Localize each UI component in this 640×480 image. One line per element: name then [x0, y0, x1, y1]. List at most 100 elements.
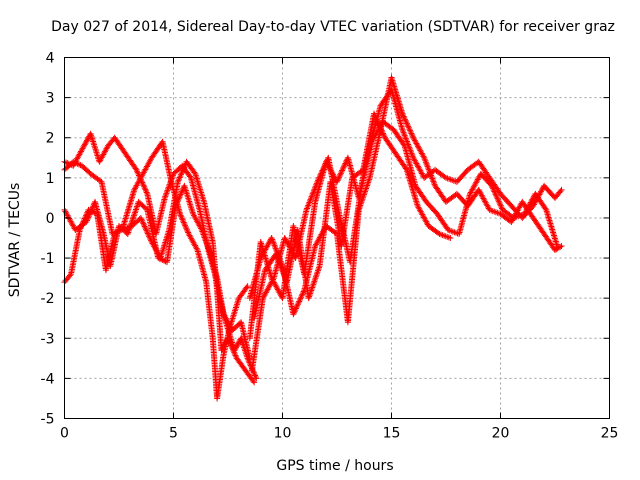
- data-point: [339, 167, 346, 174]
- data-point: [85, 214, 92, 221]
- data-point: [76, 161, 83, 168]
- data-point: [316, 264, 323, 271]
- data-point: [133, 206, 140, 213]
- data-point: [312, 275, 319, 282]
- data-point: [139, 219, 146, 226]
- data-point: [66, 272, 73, 279]
- data-point: [143, 227, 150, 234]
- data-point: [88, 207, 95, 214]
- data-point: [292, 306, 299, 313]
- data-point: [298, 294, 305, 301]
- data-point: [314, 269, 321, 276]
- data-point: [495, 198, 502, 205]
- data-point: [178, 170, 185, 177]
- data-point: [298, 292, 305, 299]
- data-point: [269, 237, 276, 244]
- data-point: [421, 156, 428, 163]
- series-trace-8: [251, 110, 454, 322]
- data-point: [83, 138, 90, 145]
- data-point: [176, 175, 183, 182]
- data-point: [177, 192, 184, 199]
- data-point: [294, 301, 301, 308]
- data-point: [155, 255, 162, 262]
- y-axis-label: SDTVAR / TECUs: [7, 183, 23, 298]
- data-point: [180, 219, 187, 226]
- series-trace-6: [246, 74, 565, 326]
- data-point: [338, 168, 345, 175]
- data-point: [402, 165, 409, 172]
- data-point: [181, 220, 188, 227]
- data-point: [305, 202, 312, 209]
- data-point: [278, 265, 285, 272]
- data-point: [180, 165, 187, 172]
- data-point: [270, 239, 277, 246]
- data-point: [312, 273, 319, 280]
- data-point: [158, 256, 165, 263]
- data-point: [316, 173, 323, 180]
- data-point: [178, 190, 185, 197]
- data-point: [306, 198, 313, 205]
- data-point: [403, 137, 410, 144]
- data-point: [172, 202, 179, 209]
- data-point: [401, 132, 408, 139]
- data-point: [252, 372, 259, 379]
- data-point: [402, 117, 409, 124]
- data-point: [185, 229, 192, 236]
- chart-title: Day 027 of 2014, Sidereal Day-to-day VTE…: [51, 19, 615, 35]
- data-point: [177, 171, 184, 178]
- data-point: [140, 182, 147, 189]
- data-point: [253, 375, 260, 382]
- data-point: [274, 255, 281, 262]
- data-point: [85, 213, 92, 220]
- data-point: [141, 223, 148, 230]
- data-point: [342, 160, 349, 167]
- data-point: [184, 228, 191, 235]
- data-point: [181, 164, 188, 171]
- data-point: [315, 266, 322, 273]
- data-point: [183, 226, 190, 233]
- data-point: [87, 210, 94, 217]
- data-point: [401, 131, 408, 138]
- data-point: [497, 201, 504, 208]
- data-point: [493, 192, 500, 199]
- data-point: [142, 226, 149, 233]
- data-point: [274, 254, 281, 260]
- data-point: [309, 190, 316, 197]
- data-point: [231, 349, 238, 356]
- data-point: [234, 341, 241, 348]
- data-point: [227, 341, 234, 348]
- data-point: [137, 214, 144, 221]
- data-point: [424, 163, 431, 170]
- data-point: [308, 193, 315, 200]
- data-point: [176, 194, 183, 201]
- data-point: [270, 240, 277, 247]
- data-point: [336, 173, 343, 180]
- data-point: [297, 295, 304, 302]
- axis-ticks: [64, 57, 610, 419]
- y-tick-label: -1: [41, 251, 55, 267]
- data-point: [310, 187, 317, 194]
- data-point: [312, 183, 319, 190]
- data-point: [272, 245, 279, 252]
- data-point: [191, 169, 198, 176]
- data-point: [251, 371, 258, 378]
- data-point: [420, 153, 427, 160]
- data-point: [498, 204, 505, 211]
- data-point: [142, 186, 149, 193]
- data-point: [492, 191, 499, 198]
- data-point: [310, 281, 317, 288]
- data-point: [429, 175, 436, 182]
- data-point: [232, 344, 239, 351]
- data-point: [198, 225, 205, 232]
- data-point: [376, 123, 383, 130]
- data-point: [305, 295, 312, 302]
- data-point: [310, 189, 317, 196]
- data-point: [365, 177, 372, 184]
- data-point: [134, 169, 141, 176]
- y-tick-label: 4: [46, 51, 55, 67]
- data-point: [173, 201, 180, 208]
- data-point: [246, 355, 253, 362]
- y-tick-labels: 4 3 2 1 0 -1 -2 -3 -4 -5: [41, 51, 55, 428]
- data-point: [309, 192, 316, 199]
- data-point: [493, 194, 500, 201]
